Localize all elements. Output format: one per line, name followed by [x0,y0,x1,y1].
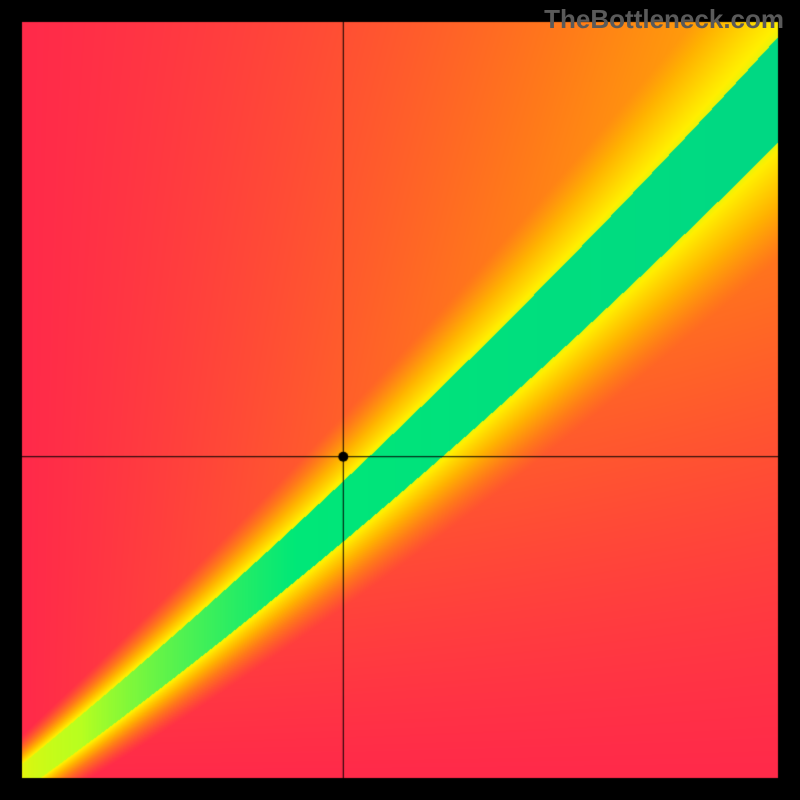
chart-frame: TheBottleneck.com [0,0,800,800]
bottleneck-heatmap [0,0,800,800]
